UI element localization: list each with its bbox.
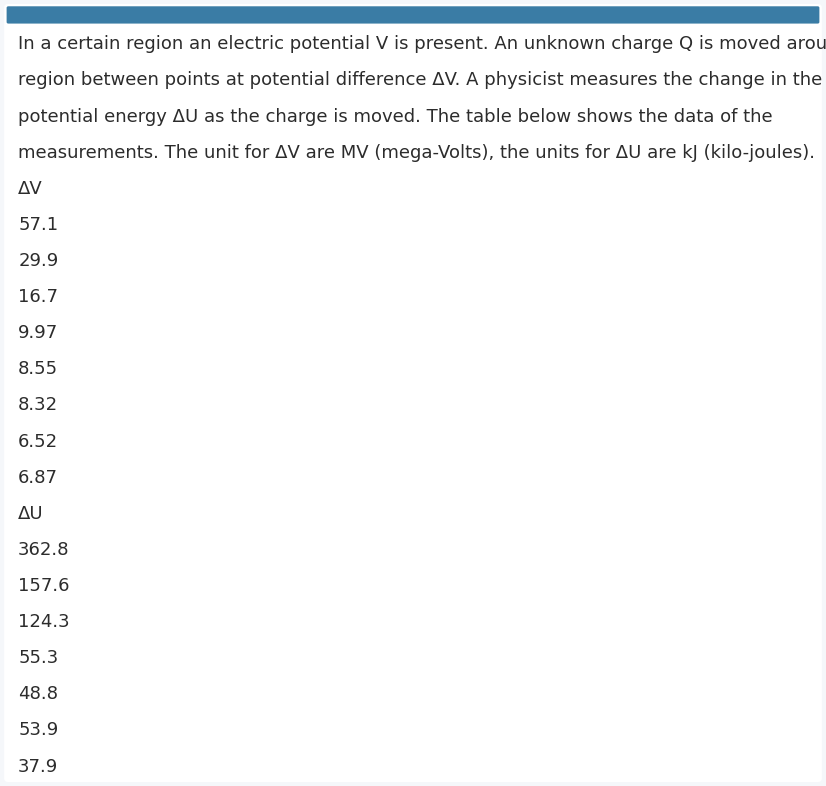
Text: 53.9: 53.9 <box>18 722 59 740</box>
Text: 8.32: 8.32 <box>18 396 59 414</box>
Text: 362.8: 362.8 <box>18 541 69 559</box>
FancyBboxPatch shape <box>7 6 819 24</box>
Text: 6.52: 6.52 <box>18 432 59 450</box>
Text: 8.55: 8.55 <box>18 360 59 378</box>
Text: 6.87: 6.87 <box>18 468 58 487</box>
Text: region between points at potential difference ΔV. A physicist measures the chang: region between points at potential diffe… <box>18 72 823 90</box>
Text: potential energy ΔU as the charge is moved. The table below shows the data of th: potential energy ΔU as the charge is mov… <box>18 108 773 126</box>
Text: 57.1: 57.1 <box>18 216 59 234</box>
Text: 37.9: 37.9 <box>18 758 59 776</box>
Text: 55.3: 55.3 <box>18 649 59 667</box>
Text: 9.97: 9.97 <box>18 325 59 342</box>
Text: In a certain region an electric potential V is present. An unknown charge Q is m: In a certain region an electric potentia… <box>18 35 826 53</box>
Text: measurements. The unit for ΔV are MV (mega-Volts), the units for ΔU are kJ (kilo: measurements. The unit for ΔV are MV (me… <box>18 144 815 162</box>
Text: 29.9: 29.9 <box>18 252 59 270</box>
Text: ΔV: ΔV <box>18 180 43 198</box>
Text: ΔU: ΔU <box>18 505 44 523</box>
Text: 16.7: 16.7 <box>18 288 58 307</box>
Text: 124.3: 124.3 <box>18 613 69 631</box>
Text: 48.8: 48.8 <box>18 685 58 703</box>
FancyBboxPatch shape <box>4 4 822 782</box>
Text: 157.6: 157.6 <box>18 577 69 595</box>
